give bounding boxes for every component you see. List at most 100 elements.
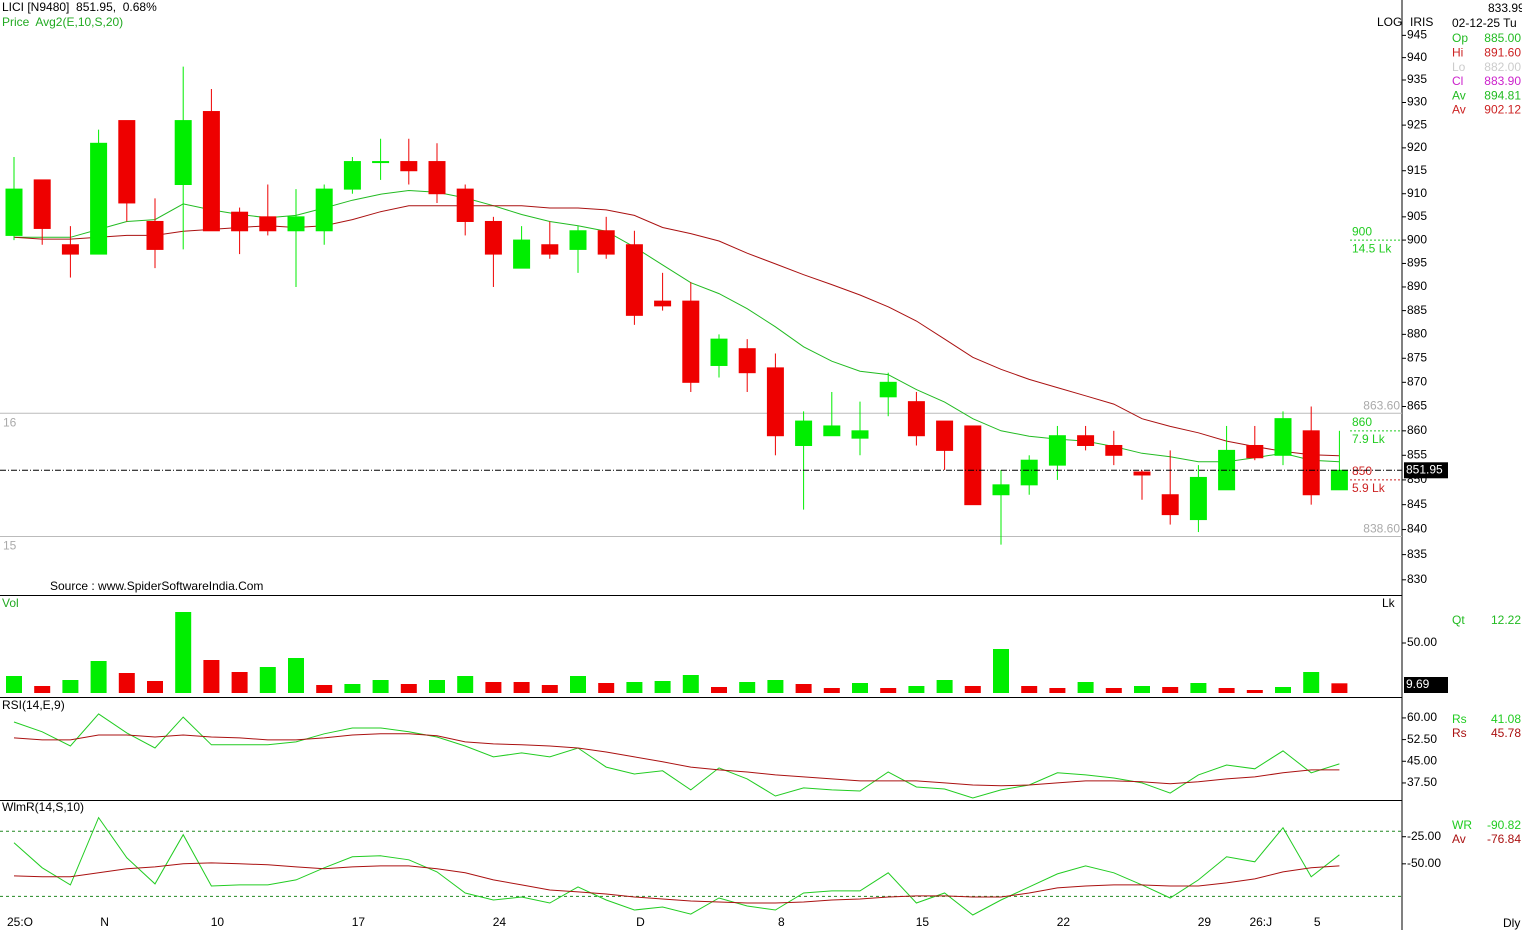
candle-body — [1020, 459, 1038, 486]
volume-bar — [1162, 687, 1179, 693]
info-label: Lo — [1452, 60, 1466, 74]
readout-label: Rs — [1452, 712, 1467, 726]
level-left-label: 16 — [3, 415, 17, 429]
volume-bar — [682, 675, 699, 693]
info-label: Cl — [1452, 74, 1463, 88]
volume-bar — [429, 680, 445, 693]
candle-body — [484, 220, 502, 255]
cursor-price: 833.99 — [1488, 1, 1522, 15]
cursor-date: 02-12-25 Tu — [1452, 16, 1517, 30]
unit-label: Lk — [1382, 596, 1396, 610]
y-tick-label: 52.50 — [1407, 732, 1437, 746]
y-tick-label: 840 — [1407, 522, 1427, 536]
volume-bar — [6, 676, 22, 693]
y-tick-label: 895 — [1407, 256, 1427, 270]
volume-bar — [231, 672, 248, 693]
y-tick-label: 885 — [1407, 303, 1427, 317]
y-tick-label: 37.50 — [1407, 775, 1437, 789]
candle-body — [851, 430, 869, 439]
volume-bar — [823, 688, 840, 693]
candle-body — [710, 338, 728, 366]
x-tick-label: 29 — [1198, 915, 1212, 929]
y-tick-label: 60.00 — [1407, 710, 1437, 724]
x-tick-label: 26:J — [1249, 915, 1272, 929]
candle-body — [936, 420, 954, 451]
readout-label: Av — [1452, 832, 1466, 846]
candle-body — [907, 401, 925, 437]
candle-body — [1133, 471, 1151, 476]
candle-body — [146, 220, 164, 250]
target-label: 900 — [1352, 224, 1372, 238]
volume-bar — [1049, 688, 1066, 693]
candle-body — [682, 300, 700, 383]
candle-body — [766, 367, 784, 437]
info-value: 883.90 — [1484, 74, 1521, 88]
volume-bar — [316, 685, 333, 693]
y-tick-label: 920 — [1407, 140, 1427, 154]
candle-body — [33, 179, 51, 229]
last-price-label: 851.95 — [1406, 462, 1443, 476]
series-line — [13, 713, 1340, 799]
x-tick-label: 10 — [211, 915, 225, 929]
readout-value: 12.22 — [1491, 613, 1521, 627]
y-tick-label: 835 — [1407, 547, 1427, 561]
volume-bar — [1303, 672, 1320, 693]
y-tick-label: 945 — [1407, 28, 1427, 42]
y-tick-label: 845 — [1407, 497, 1427, 511]
volume-bar — [34, 686, 51, 693]
target-volume: 14.5 Lk — [1352, 241, 1392, 255]
volume-bar — [711, 687, 727, 693]
volume-bar — [203, 660, 220, 693]
volume-bar — [372, 680, 389, 693]
x-tick-label: 25:O — [7, 915, 33, 929]
series-line — [13, 862, 1340, 904]
candle-body — [400, 161, 418, 172]
candle-body — [118, 120, 136, 204]
candle-body — [1105, 444, 1123, 456]
volume-bar — [90, 661, 107, 693]
volume-bar — [936, 680, 953, 693]
candle-body — [372, 161, 390, 164]
volume-bar — [964, 686, 981, 693]
candle-body — [823, 425, 841, 437]
candle-body — [1274, 418, 1292, 456]
candle-body — [1048, 435, 1066, 466]
candle-body — [597, 230, 615, 255]
candle-body — [5, 188, 23, 236]
x-tick-label: 15 — [916, 915, 930, 929]
y-tick-label: 880 — [1407, 327, 1427, 341]
volume-bar — [598, 683, 615, 693]
level-label: 863.60 — [1363, 398, 1400, 412]
volume-bar — [1105, 688, 1122, 693]
readout-label: Rs — [1452, 726, 1467, 740]
y-tick-label: 855 — [1407, 447, 1427, 461]
volume-bar — [457, 676, 474, 693]
volume-bar — [908, 686, 925, 693]
scale-mode: LOG — [1377, 15, 1402, 29]
volume-bar — [1218, 688, 1235, 693]
volume-bar — [1190, 683, 1207, 693]
volume-bar — [1331, 683, 1348, 693]
candle-body — [795, 420, 813, 446]
volume-bar — [654, 681, 671, 693]
candle-body — [343, 161, 361, 190]
candle-body — [428, 161, 446, 195]
y-tick-label: 870 — [1407, 374, 1427, 388]
candle-body — [90, 142, 108, 255]
y-tick-label: 940 — [1407, 50, 1427, 64]
panel-title: RSI(14,E,9) — [2, 698, 65, 712]
y-tick-label: 830 — [1407, 572, 1427, 586]
volume-bar — [795, 684, 812, 693]
volume-bar — [626, 682, 643, 693]
y-tick-label: 925 — [1407, 117, 1427, 131]
volume-bar — [288, 658, 304, 693]
y-tick-label: 930 — [1407, 95, 1427, 109]
readout-value: -90.82 — [1487, 818, 1521, 832]
source: Source : www.SpiderSoftwareIndia.Com — [50, 579, 263, 593]
info-label: Op — [1452, 31, 1468, 45]
candle-body — [61, 244, 79, 255]
readout-label: Qt — [1452, 613, 1465, 627]
volume-bar — [175, 612, 192, 693]
level-label: 838.60 — [1363, 522, 1400, 536]
